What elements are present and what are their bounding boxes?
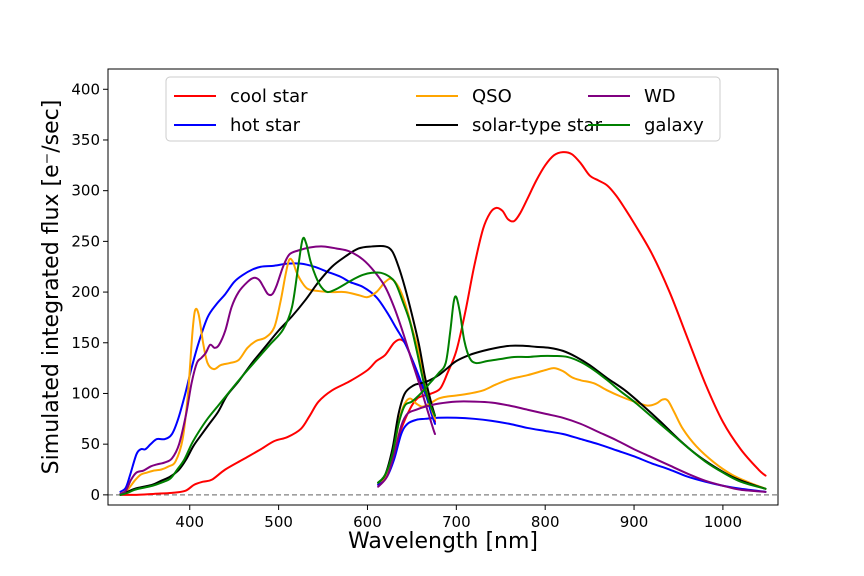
series-qso-segment-2 (377, 367, 767, 490)
x-tick-label-500: 500 (264, 513, 293, 531)
legend-item-galaxy: galaxy (588, 115, 704, 136)
legend-label-cool-star: cool star (230, 86, 308, 107)
series-wd-segment-1 (119, 245, 436, 495)
y-tick-label-100: 100 (71, 384, 100, 402)
series-wd-segment-2 (377, 400, 767, 493)
legend-item-wd: WD (588, 86, 676, 107)
x-tick-label-900: 900 (620, 513, 649, 531)
y-tick-label-150: 150 (71, 334, 100, 352)
x-axis: 400 500 600 700 800 900 1000 (175, 505, 742, 531)
legend-item-qso: QSO (416, 86, 512, 107)
y-tick-label-350: 350 (71, 131, 100, 149)
y-tick-label-400: 400 (71, 80, 100, 98)
series-hot-star (119, 262, 767, 493)
legend: cool star hot star QSO solar-type star WD gal… (165, 76, 721, 142)
x-axis-label: Wavelength [nm] (348, 529, 538, 554)
series-galaxy-segment-2 (377, 295, 767, 490)
series-hot-star-segment-1 (119, 262, 436, 493)
x-tick-label-1000: 1000 (704, 513, 742, 531)
legend-label-wd: WD (644, 86, 676, 107)
series-wd (119, 245, 767, 495)
y-tick-label-200: 200 (71, 283, 100, 301)
x-tick-label-800: 800 (531, 513, 560, 531)
legend-item-solar-type-star: solar-type star (416, 115, 603, 136)
legend-label-galaxy: galaxy (644, 115, 704, 136)
y-tick-label-250: 250 (71, 232, 100, 250)
series-hot-star-segment-2 (377, 416, 767, 493)
x-tick-label-400: 400 (175, 513, 204, 531)
legend-item-hot-star: hot star (174, 115, 301, 136)
legend-frame (165, 76, 721, 142)
series-layer (119, 151, 767, 496)
series-galaxy (119, 236, 767, 496)
y-tick-label-50: 50 (81, 435, 100, 453)
legend-label-qso: QSO (472, 86, 512, 107)
x-tick-label-700: 700 (442, 513, 471, 531)
series-solar-type-star-segment-1 (119, 244, 436, 496)
legend-label-hot-star: hot star (230, 115, 301, 136)
legend-item-cool-star: cool star (174, 86, 308, 107)
y-axis: 0 50 100 150 200 250 300 350 400 (71, 80, 108, 504)
series-qso-segment-1 (119, 257, 436, 495)
series-qso (119, 257, 767, 495)
x-tick-label-600: 600 (353, 513, 382, 531)
plot-frame (107, 68, 779, 506)
legend-label-solar-type-star: solar-type star (472, 115, 603, 136)
series-galaxy-segment-1 (119, 236, 436, 496)
y-tick-label-0: 0 (90, 486, 100, 504)
y-tick-label-300: 300 (71, 182, 100, 200)
y-axis-label: Simulated integrated flux [e⁻/sec] (39, 100, 64, 475)
